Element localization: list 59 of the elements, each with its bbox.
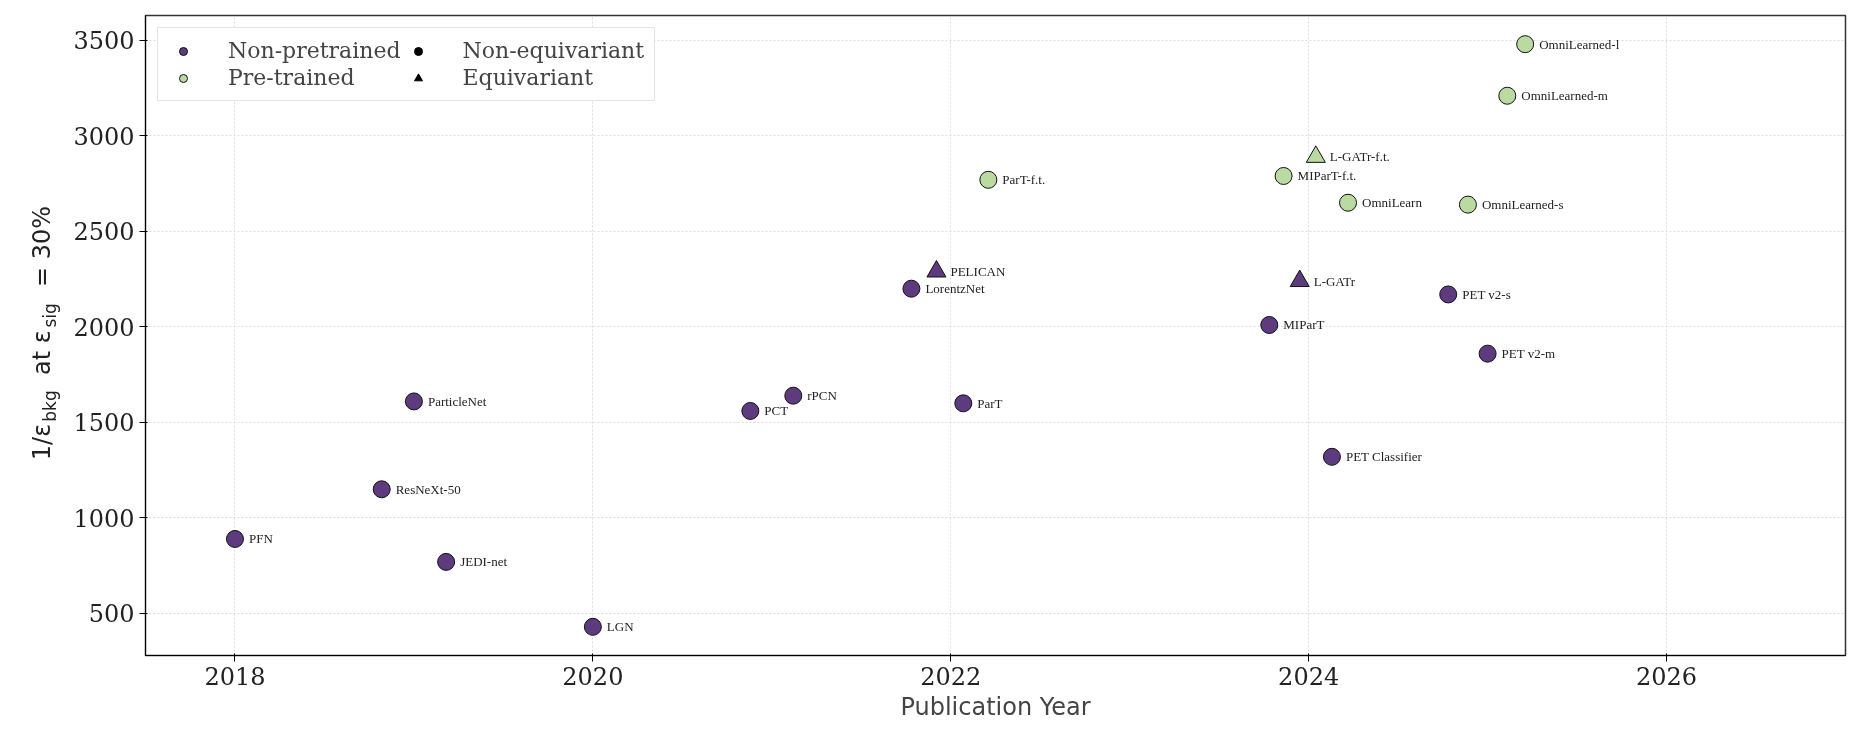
point (583, 617, 602, 636)
annotation: JEDI-net (460, 554, 508, 570)
y-tick-label: 1000 (73, 504, 135, 533)
annotation: OmniLearned-l (1539, 36, 1620, 52)
point (372, 480, 391, 499)
annotation: PET v2-s (1462, 286, 1511, 302)
annotation: PELICAN (950, 264, 1006, 279)
annotation: rPCN (807, 388, 838, 404)
point (437, 552, 456, 571)
annotation: L-GATr-f.t. (1329, 149, 1390, 165)
x-tick-label: 2026 (1636, 662, 1698, 691)
point (1339, 193, 1358, 212)
point (1478, 344, 1497, 363)
legend-label: Pre-trained (228, 65, 355, 90)
y-tick-label: 2500 (73, 218, 135, 247)
y-tick-label: 500 (88, 600, 135, 629)
point (741, 401, 760, 420)
y-tick-label: 2000 (73, 313, 135, 342)
point (979, 170, 998, 189)
point (1516, 35, 1535, 54)
y-tick-label: 3500 (73, 27, 135, 56)
point (1498, 86, 1517, 105)
annotation: ParticleNet (427, 393, 487, 409)
point (1322, 447, 1341, 466)
point (1260, 316, 1279, 334)
annotation: PFN (248, 531, 274, 547)
y-tick-label: 1500 (73, 409, 135, 438)
x-tick-label: 2022 (920, 662, 982, 691)
annotation: MIParT (1283, 317, 1325, 333)
point (225, 529, 244, 548)
point (1458, 195, 1477, 214)
point (1439, 285, 1458, 304)
point (404, 392, 423, 411)
x-tick-label: 2024 (1278, 662, 1340, 691)
point (784, 386, 803, 405)
legend-label: Non-pretrained (228, 38, 401, 63)
point (954, 394, 973, 413)
annotation: OmniLearned-m (1521, 88, 1608, 104)
point (1274, 166, 1293, 185)
annotation: ResNeXt-50 (395, 481, 461, 497)
x-axis-title: Publication Year (900, 692, 1091, 721)
annotation: L-GATr (1313, 273, 1356, 289)
annotation: LGN (606, 619, 635, 635)
annotation: PCT (764, 403, 789, 419)
annotation: ParT (977, 395, 1003, 411)
annotation: ParT-f.t. (1002, 172, 1046, 188)
y-axis-title: 1/εbkg at εsig = 30% (27, 205, 60, 461)
legend-label: Non-equivariant (462, 38, 645, 63)
annotation: OmniLearn (1362, 195, 1423, 211)
annotation: LorentzNet (925, 281, 985, 297)
x-tick-label: 2018 (204, 662, 266, 691)
y-tick-label: 3000 (73, 122, 135, 151)
legend-label: Equivariant (462, 65, 594, 90)
annotation: PET v2-m (1501, 346, 1556, 362)
point (902, 279, 921, 298)
x-tick-label: 2020 (562, 662, 624, 691)
annotation: MIParT-f.t. (1297, 168, 1357, 184)
annotation: PET Classifier (1345, 449, 1423, 465)
annotation: OmniLearned-s (1481, 197, 1564, 213)
